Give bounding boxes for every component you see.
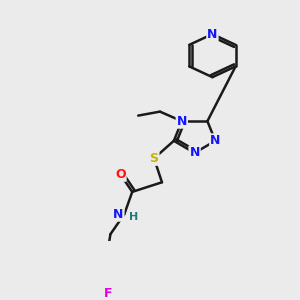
Text: F: F <box>104 287 113 300</box>
Text: S: S <box>149 152 158 165</box>
Text: H: H <box>129 212 138 222</box>
Text: O: O <box>115 168 126 181</box>
Text: N: N <box>177 115 187 128</box>
Text: N: N <box>113 208 124 221</box>
Text: N: N <box>210 134 220 147</box>
Text: N: N <box>189 146 200 159</box>
Text: N: N <box>207 28 218 40</box>
